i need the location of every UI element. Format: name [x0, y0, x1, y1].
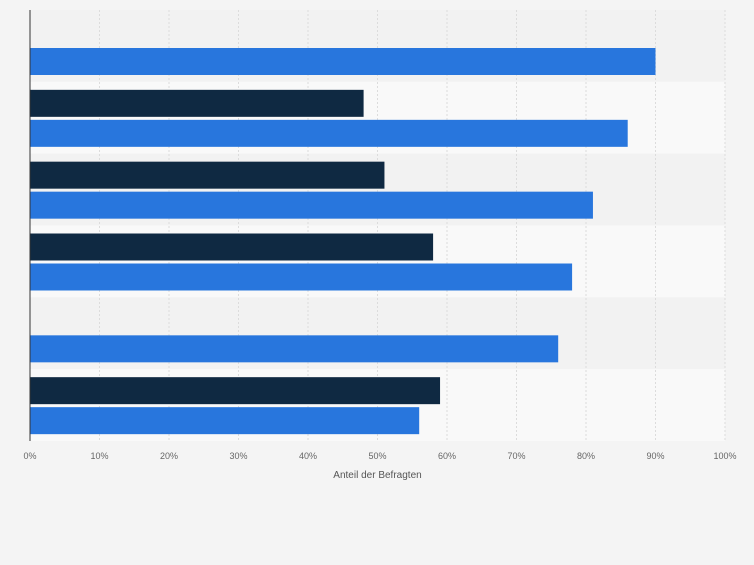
bar	[30, 89, 364, 117]
x-tick-label: 90%	[646, 451, 664, 461]
x-tick-label: 30%	[229, 451, 247, 461]
bar	[30, 48, 656, 75]
bar	[30, 263, 573, 291]
x-tick-label: 40%	[299, 451, 317, 461]
bar	[30, 335, 559, 363]
x-tick-label: 70%	[507, 451, 525, 461]
x-tick-label: 0%	[23, 451, 36, 461]
bar	[30, 119, 628, 147]
x-tick-label: 100%	[713, 451, 736, 461]
x-tick-label: 50%	[368, 451, 386, 461]
bar	[30, 377, 441, 405]
bar	[30, 407, 420, 435]
bars	[30, 48, 656, 435]
x-axis-label: Anteil der Befragten	[333, 470, 421, 481]
bar	[30, 191, 593, 219]
x-tick-labels: 0% 10% 20% 30% 40% 50% 60% 70% 80% 90% 100%	[23, 451, 736, 461]
bar	[30, 233, 434, 261]
x-tick-label: 20%	[160, 451, 178, 461]
x-tick-label: 10%	[90, 451, 108, 461]
bar	[30, 161, 385, 189]
x-tick-label: 60%	[438, 451, 456, 461]
x-tick-label: 80%	[577, 451, 595, 461]
